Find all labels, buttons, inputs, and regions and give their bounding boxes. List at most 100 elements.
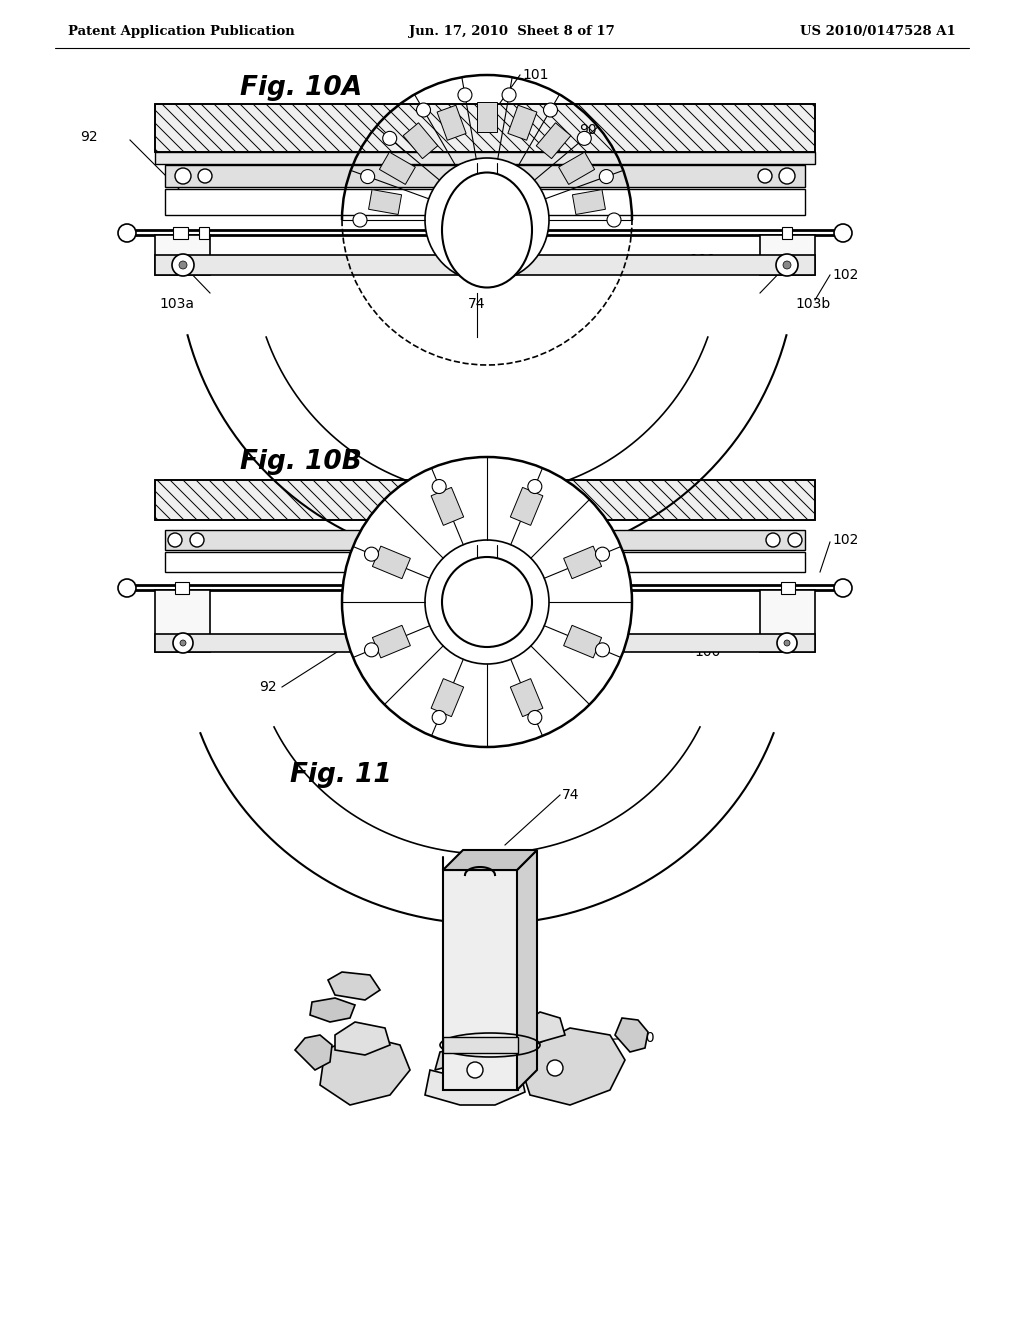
Bar	[155, 152, 815, 164]
Circle shape	[173, 634, 193, 653]
Circle shape	[179, 261, 187, 269]
Text: 74: 74	[562, 788, 580, 803]
Bar	[165, 165, 805, 187]
Polygon shape	[572, 190, 605, 214]
Text: US 2010/0147528 A1: US 2010/0147528 A1	[800, 25, 956, 38]
Bar	[155, 634, 815, 652]
Circle shape	[168, 533, 182, 546]
Bar	[760, 235, 815, 275]
Polygon shape	[510, 487, 543, 525]
Circle shape	[779, 168, 795, 183]
Text: Jun. 17, 2010  Sheet 8 of 17: Jun. 17, 2010 Sheet 8 of 17	[410, 25, 614, 38]
Text: Fig. 10B: Fig. 10B	[240, 449, 361, 475]
Text: 102: 102	[831, 268, 858, 282]
Bar	[155, 104, 815, 152]
Bar	[155, 590, 210, 652]
Bar	[781, 582, 795, 594]
Text: 103b: 103b	[795, 297, 830, 312]
Circle shape	[599, 169, 613, 183]
Polygon shape	[310, 998, 355, 1022]
Polygon shape	[373, 546, 411, 578]
Text: 90: 90	[579, 123, 597, 137]
Polygon shape	[525, 1012, 565, 1045]
Polygon shape	[559, 152, 595, 185]
Polygon shape	[328, 972, 380, 1001]
Bar	[155, 255, 815, 275]
Circle shape	[342, 457, 632, 747]
Circle shape	[360, 169, 375, 183]
Circle shape	[172, 253, 194, 276]
Circle shape	[783, 261, 791, 269]
Bar	[155, 480, 815, 520]
Ellipse shape	[442, 173, 532, 288]
Circle shape	[458, 88, 472, 102]
Text: 74: 74	[468, 297, 485, 312]
Bar	[782, 227, 792, 239]
Text: 90: 90	[637, 1031, 654, 1045]
Polygon shape	[319, 1035, 410, 1105]
Circle shape	[834, 224, 852, 242]
Polygon shape	[537, 123, 570, 158]
Bar	[465, 187, 509, 223]
Circle shape	[432, 710, 446, 725]
Polygon shape	[615, 1018, 648, 1052]
Polygon shape	[443, 850, 537, 870]
Polygon shape	[563, 546, 602, 578]
Circle shape	[596, 548, 609, 561]
Polygon shape	[369, 190, 401, 214]
Circle shape	[788, 533, 802, 546]
Circle shape	[578, 132, 591, 145]
Polygon shape	[477, 102, 497, 132]
Polygon shape	[335, 1022, 390, 1055]
Circle shape	[180, 640, 186, 645]
Circle shape	[834, 579, 852, 597]
Circle shape	[353, 213, 367, 227]
Polygon shape	[437, 106, 466, 140]
Circle shape	[442, 557, 532, 647]
Polygon shape	[435, 1045, 518, 1071]
Text: 103a: 103a	[160, 297, 195, 312]
Polygon shape	[425, 1071, 525, 1105]
Polygon shape	[508, 106, 537, 140]
Circle shape	[547, 1060, 563, 1076]
Polygon shape	[373, 626, 411, 657]
Circle shape	[190, 533, 204, 546]
Text: 74: 74	[459, 671, 476, 684]
Circle shape	[425, 540, 549, 664]
Bar	[199, 227, 209, 239]
Text: Patent Application Publication: Patent Application Publication	[68, 25, 295, 38]
Circle shape	[118, 579, 136, 597]
Polygon shape	[517, 850, 537, 1090]
Bar	[165, 189, 805, 215]
Bar	[465, 550, 509, 582]
Circle shape	[502, 88, 516, 102]
Circle shape	[527, 479, 542, 494]
Bar	[173, 227, 188, 239]
Bar	[443, 870, 518, 1090]
Circle shape	[607, 213, 621, 227]
Polygon shape	[510, 678, 543, 717]
Polygon shape	[403, 123, 438, 158]
Bar	[155, 235, 210, 275]
Circle shape	[432, 479, 446, 494]
Circle shape	[365, 548, 379, 561]
Text: Fig. 11: Fig. 11	[290, 762, 392, 788]
Circle shape	[596, 643, 609, 657]
Bar	[443, 1038, 518, 1053]
Circle shape	[784, 640, 790, 645]
Text: 100: 100	[689, 253, 716, 267]
Circle shape	[417, 103, 430, 117]
Circle shape	[198, 169, 212, 183]
Polygon shape	[379, 152, 416, 185]
Text: 100: 100	[694, 645, 720, 659]
Text: Fig. 10A: Fig. 10A	[240, 75, 362, 102]
Circle shape	[527, 710, 542, 725]
Text: 92: 92	[80, 129, 97, 144]
Bar	[175, 582, 189, 594]
Polygon shape	[431, 487, 464, 525]
Circle shape	[766, 533, 780, 546]
Text: 102: 102	[831, 533, 858, 546]
Bar	[155, 104, 815, 152]
Bar	[165, 531, 805, 550]
Circle shape	[544, 103, 557, 117]
